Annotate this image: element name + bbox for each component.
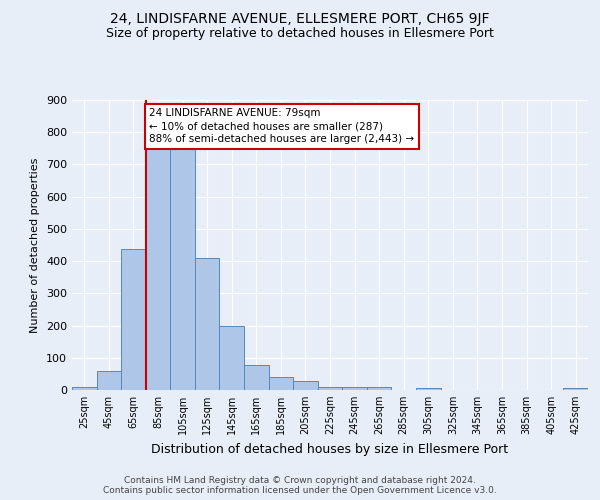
Bar	[170, 148, 195, 390]
Bar	[244, 365, 269, 390]
Text: Size of property relative to detached houses in Ellesmere Port: Size of property relative to detached ho…	[106, 28, 494, 40]
Bar	[367, 387, 391, 390]
Bar	[72, 387, 97, 390]
Text: Contains HM Land Registry data © Crown copyright and database right 2024.
Contai: Contains HM Land Registry data © Crown c…	[103, 476, 497, 495]
Bar	[121, 249, 146, 390]
Bar	[220, 326, 244, 390]
X-axis label: Distribution of detached houses by size in Ellesmere Port: Distribution of detached houses by size …	[151, 442, 509, 456]
Bar	[195, 258, 220, 390]
Bar	[293, 382, 318, 390]
Bar	[416, 388, 440, 390]
Bar	[563, 388, 588, 390]
Y-axis label: Number of detached properties: Number of detached properties	[31, 158, 40, 332]
Bar	[146, 148, 170, 390]
Bar	[342, 388, 367, 390]
Bar	[269, 377, 293, 390]
Text: 24 LINDISFARNE AVENUE: 79sqm
← 10% of detached houses are smaller (287)
88% of s: 24 LINDISFARNE AVENUE: 79sqm ← 10% of de…	[149, 108, 415, 144]
Bar	[97, 370, 121, 390]
Bar	[318, 387, 342, 390]
Text: 24, LINDISFARNE AVENUE, ELLESMERE PORT, CH65 9JF: 24, LINDISFARNE AVENUE, ELLESMERE PORT, …	[110, 12, 490, 26]
